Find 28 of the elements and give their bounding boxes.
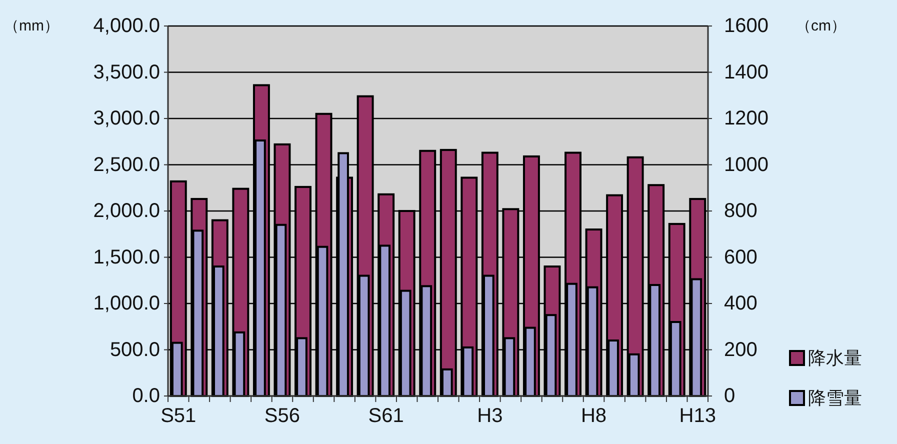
x-tick-label: H13 <box>679 405 716 427</box>
y2-tick-label: 0 <box>724 385 736 407</box>
y2-tick-label: 400 <box>724 292 758 314</box>
y2-axis-title: （cm） <box>796 18 846 34</box>
y2-tick-label: 800 <box>724 200 758 222</box>
y-tick-label: 2,500.0 <box>93 154 160 176</box>
y-tick-label: 500.0 <box>110 338 160 361</box>
x-tick-label: S61 <box>368 405 404 427</box>
y-axis-title: （mm） <box>4 18 59 34</box>
legend-label: 降雪量 <box>808 388 862 408</box>
x-tick-label: S51 <box>160 405 196 427</box>
y-tick-label: 3,500.0 <box>93 61 160 84</box>
y2-tick-label: 1400 <box>724 61 768 84</box>
y2-tick-label: 200 <box>724 338 758 361</box>
y-tick-label: 4,000.0 <box>93 15 160 37</box>
y2-tick-label: 1000 <box>724 154 768 176</box>
y-tick-label: 2,000.0 <box>93 200 160 222</box>
y-tick-label: 1,500.0 <box>93 246 160 268</box>
y-tick-label: 3,000.0 <box>93 108 160 130</box>
y2-tick-label: 600 <box>724 246 758 268</box>
x-tick-label: H8 <box>580 405 607 427</box>
x-tick-label: S56 <box>264 405 300 427</box>
y2-tick-label: 1200 <box>724 108 768 130</box>
y-tick-label: 0.0 <box>132 385 160 407</box>
legend-label: 降水量 <box>808 348 862 368</box>
y-tick-label: 1,000.0 <box>93 292 160 314</box>
y2-tick-label: 1600 <box>724 15 768 37</box>
x-tick-label: H3 <box>477 405 503 427</box>
